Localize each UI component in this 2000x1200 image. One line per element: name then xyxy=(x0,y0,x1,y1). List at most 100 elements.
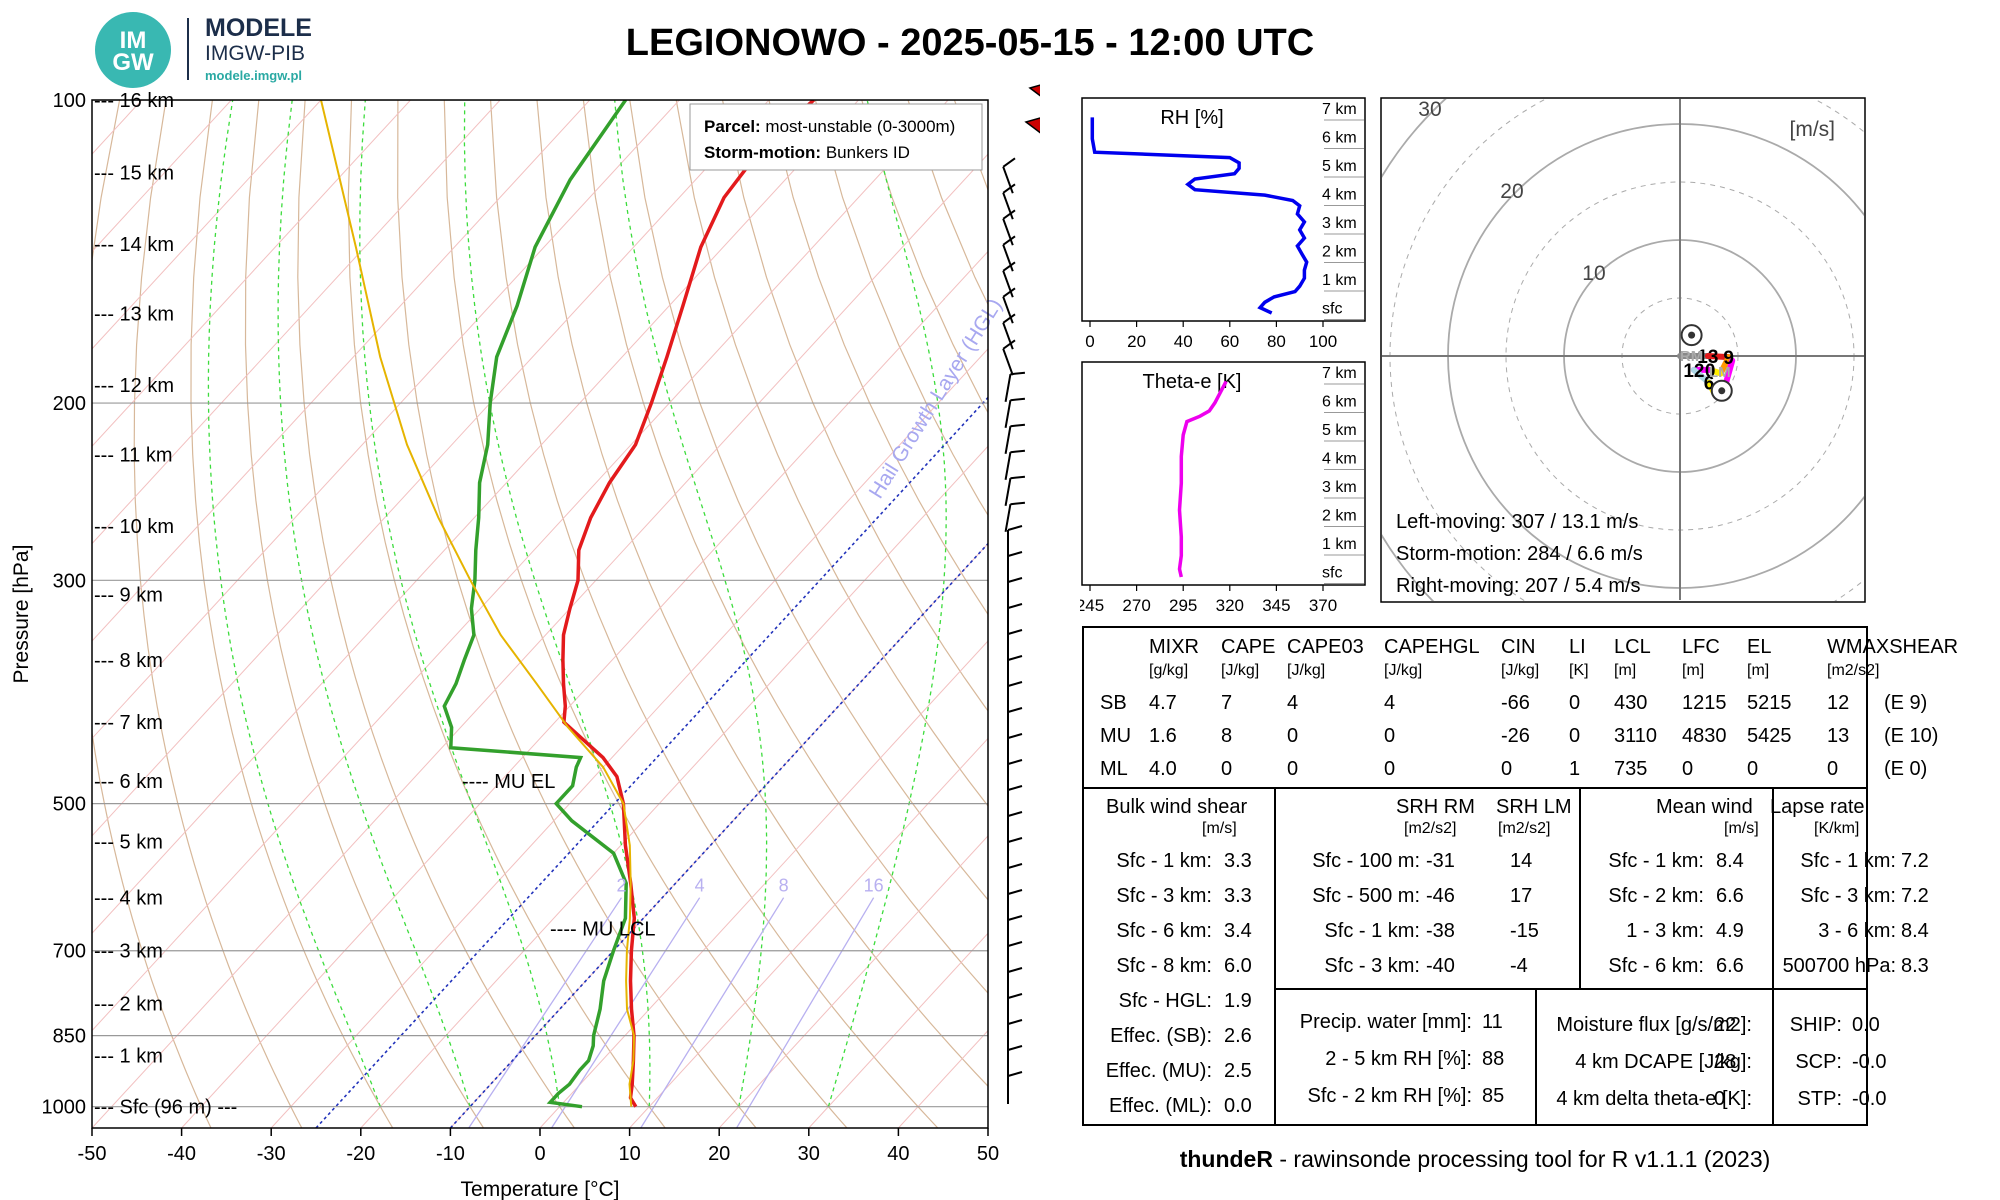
composite-label: SHIP: xyxy=(1789,1014,1842,1036)
wind-barb-flag xyxy=(1007,915,1023,921)
level-annotation: ---- MU LCL xyxy=(550,918,656,940)
hodo-trace-segment xyxy=(1723,357,1736,385)
shear-value: 3.3 xyxy=(1224,850,1252,872)
mean-wind-value: 8.4 xyxy=(1716,850,1744,872)
wind-barb xyxy=(1007,1071,1023,1104)
hodograph-frame xyxy=(1380,97,1866,603)
hodo-point-label: 13 xyxy=(1697,347,1718,368)
srh-lm-value: -4 xyxy=(1510,955,1528,977)
wind-barb-flag xyxy=(1007,759,1023,765)
wind-barb-flag xyxy=(1002,287,1016,298)
srh-label: Sfc - 100 m: xyxy=(1312,850,1420,872)
height-label: --- 16 km xyxy=(94,90,174,112)
hodo-ring-label: 10 xyxy=(1582,262,1605,285)
height-label: --- 6 km xyxy=(94,771,163,793)
shear-value: 0.0 xyxy=(1224,1095,1252,1117)
legend-storm-value: Bunkers ID xyxy=(821,143,910,162)
wind-barb-flag xyxy=(1002,183,1016,194)
table-separator xyxy=(1535,988,1537,1124)
panel-series-line xyxy=(1090,117,1309,315)
level-annotation: ---- MU EL xyxy=(462,771,555,793)
wind-barb xyxy=(1007,1045,1023,1078)
logo-separator xyxy=(187,18,189,80)
isotherm xyxy=(539,640,988,1128)
panel-tick-label: 245 xyxy=(1080,596,1104,615)
wind-barb-flag xyxy=(1007,941,1023,947)
wind-barb xyxy=(1002,261,1016,298)
param-cell: 0 xyxy=(1221,758,1233,780)
srh-rm-value: -38 xyxy=(1426,920,1455,942)
wind-barb xyxy=(1004,501,1026,532)
wind-barb-staff xyxy=(1004,504,1012,532)
wind-barb-flag xyxy=(1007,603,1023,609)
shear-unit: [m/s] xyxy=(1202,820,1237,837)
hodo-area xyxy=(1382,99,1864,601)
param-header: LFC xyxy=(1682,636,1720,658)
wind-barb-staff xyxy=(1004,452,1012,480)
wind-barb xyxy=(1004,423,1026,454)
lapse-label: Sfc - 1 km: xyxy=(1800,850,1896,872)
srh-lm-value: 14 xyxy=(1510,850,1533,872)
wind-barb xyxy=(1004,371,1026,402)
param-header: LCL xyxy=(1614,636,1651,658)
wind-barb-flag xyxy=(1007,733,1023,739)
temperature-tick-label: -40 xyxy=(167,1143,196,1165)
flux-value: 22 xyxy=(1714,1014,1737,1036)
height-label: --- 7 km xyxy=(94,712,163,734)
logo-mark-text: IM GW xyxy=(112,27,154,76)
flux-value: 28 xyxy=(1714,1051,1737,1073)
table-separator xyxy=(1274,787,1276,1124)
moisture-label: Sfc - 2 km RH [%]: xyxy=(1307,1085,1472,1107)
srh-lm-value: 17 xyxy=(1510,885,1533,907)
hgl-isotherm xyxy=(449,542,988,1128)
shear-label: Sfc - 6 km: xyxy=(1116,920,1212,942)
hodo-info-line: Left-moving: 307 / 13.1 m/s xyxy=(1396,511,1638,533)
param-header-unit: [m] xyxy=(1614,662,1637,679)
wind-barb xyxy=(1007,681,1023,714)
table-separator xyxy=(1772,787,1774,989)
footer: thundeR - rawinsonde processing tool for… xyxy=(1082,1146,1868,1173)
wind-barb-staff xyxy=(1004,426,1012,454)
srh-rm-value: -40 xyxy=(1426,955,1455,977)
param-header: MIXR xyxy=(1149,636,1199,658)
panel-height-label: 1 km xyxy=(1322,272,1357,289)
srh-rm-title: SRH RM xyxy=(1396,796,1475,818)
param-cell: 430 xyxy=(1614,692,1648,714)
dry-adiabat xyxy=(347,100,666,1128)
wind-barb-flag xyxy=(1007,785,1023,791)
wind-barb-flag xyxy=(1007,967,1023,973)
param-cell: -66 xyxy=(1501,692,1530,714)
isotherm xyxy=(718,835,988,1128)
panel-tick-label: 0 xyxy=(1085,332,1094,351)
panel-tick-label: 370 xyxy=(1309,596,1337,615)
x-axis-label: Temperature [°C] xyxy=(461,1178,620,1200)
mixing-ratio-label: 8 xyxy=(779,876,789,896)
mean-wind-label: Sfc - 1 km: xyxy=(1608,850,1704,872)
isotherm xyxy=(92,100,859,934)
wind-barb-flag xyxy=(1002,313,1016,324)
wind-barb-flag xyxy=(1010,371,1026,376)
isotherm xyxy=(270,348,988,1128)
storm-motion-marker-label: RM xyxy=(1680,348,1703,365)
legend-parcel-label: Parcel: xyxy=(704,117,761,136)
param-header-unit: [J/kg] xyxy=(1221,662,1260,679)
dry-adiabat xyxy=(721,100,988,712)
wind-barb xyxy=(1007,1019,1023,1052)
wind-barb xyxy=(1007,993,1023,1026)
shear-label: Sfc - 1 km: xyxy=(1116,850,1212,872)
param-cell: 1 xyxy=(1569,758,1581,780)
wind-barb-flag xyxy=(1007,1071,1023,1077)
param-cell: 0 xyxy=(1569,692,1581,714)
pressure-tick-label: 700 xyxy=(53,941,86,963)
shear-label: Effec. (SB): xyxy=(1110,1025,1212,1047)
param-cell: -26 xyxy=(1501,725,1530,747)
dry-adiabat xyxy=(190,100,394,1128)
thetae-chart: Theta-e [K] 7 km 6 km 5 km 4 km 3 km 2 km 1 km s… xyxy=(1080,361,1366,615)
wind-barb xyxy=(1007,811,1023,844)
wind-barb xyxy=(1002,287,1016,324)
temperature-tick-label: -20 xyxy=(346,1143,375,1165)
wind-barb-flag xyxy=(1007,707,1023,713)
param-header: CAPE xyxy=(1221,636,1276,658)
composite-value: -0.0 xyxy=(1852,1088,1887,1110)
